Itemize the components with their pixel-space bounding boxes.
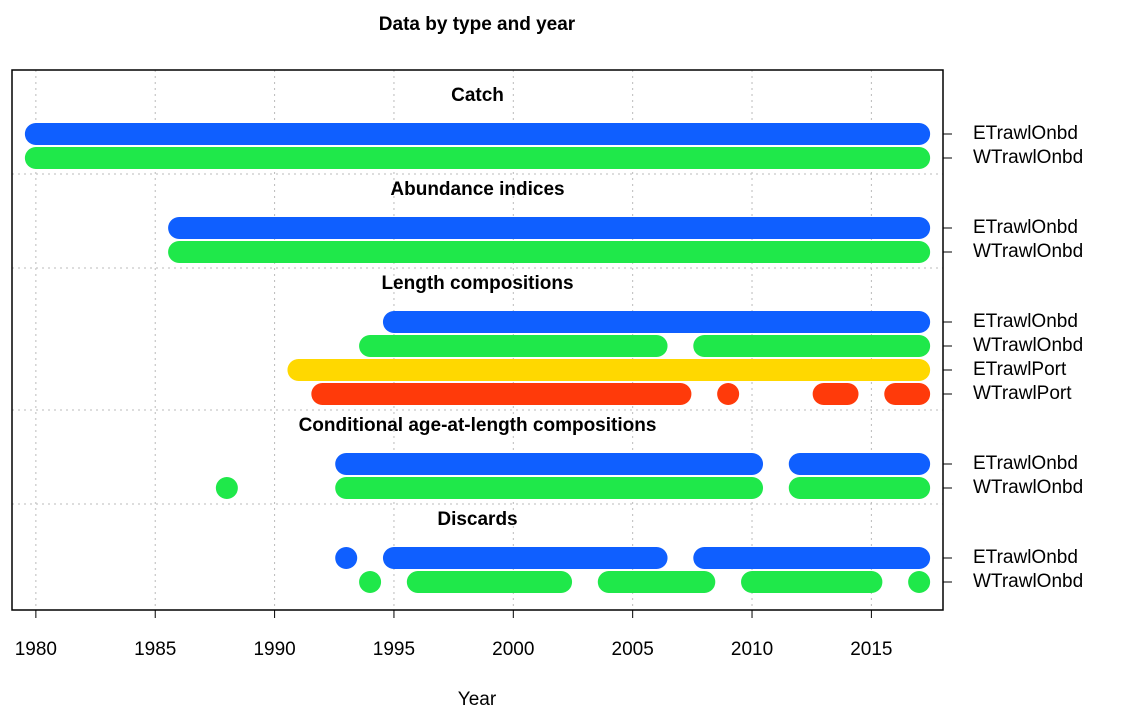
row-label: WTrawlOnbd (973, 241, 1083, 262)
row-label: ETrawlOnbd (973, 217, 1078, 238)
group-title: Discards (437, 509, 517, 530)
x-tick-label: 1985 (134, 639, 176, 660)
row-label: WTrawlPort (973, 383, 1072, 404)
row-label: ETrawlOnbd (973, 311, 1078, 332)
x-tick-label: 1980 (15, 639, 57, 660)
plot-frame (11, 69, 944, 611)
x-tick-label: 2000 (492, 639, 534, 660)
group-title: Conditional age-at-length compositions (299, 415, 657, 436)
group-title: Catch (451, 85, 504, 106)
row-label: WTrawlOnbd (973, 335, 1083, 356)
x-tick-label: 2010 (731, 639, 773, 660)
row-label: ETrawlOnbd (973, 547, 1078, 568)
row-label: WTrawlOnbd (973, 571, 1083, 592)
x-tick-label: 2015 (850, 639, 892, 660)
group-title: Abundance indices (390, 179, 564, 200)
row-label: WTrawlOnbd (973, 477, 1083, 498)
row-label: ETrawlOnbd (973, 453, 1078, 474)
x-tick-label: 1990 (253, 639, 295, 660)
x-axis-title: Year (458, 689, 497, 708)
row-label: ETrawlOnbd (973, 123, 1078, 144)
x-tick-label: 1995 (373, 639, 415, 660)
chart-title: Data by type and year (379, 14, 576, 35)
group-title: Length compositions (381, 273, 573, 294)
row-label: WTrawlOnbd (973, 147, 1083, 168)
row-label: ETrawlPort (973, 359, 1067, 380)
x-tick-label: 2005 (612, 639, 654, 660)
